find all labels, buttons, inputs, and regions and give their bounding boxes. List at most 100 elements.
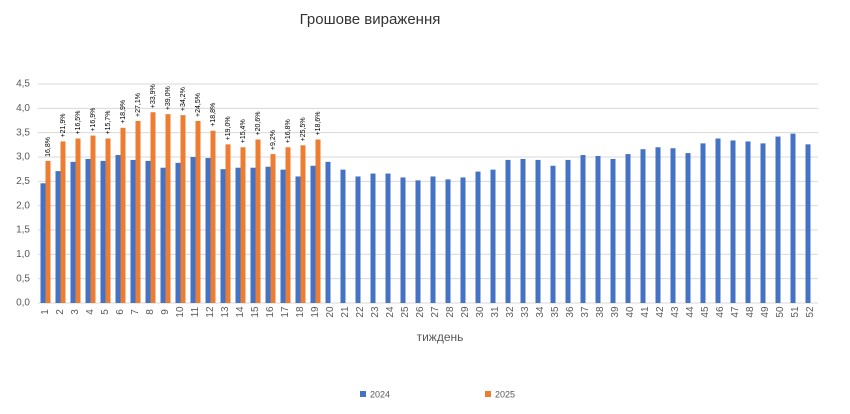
x-tick-label: 24: [385, 306, 396, 318]
bar: [655, 147, 661, 303]
data-annotation: +16,8%: [285, 119, 292, 143]
legend-label: 2024: [370, 389, 390, 399]
y-tick-label: 1,5: [16, 225, 30, 236]
x-tick-label: 1: [40, 309, 51, 315]
data-annotation: 16,8%: [45, 137, 52, 157]
x-tick-label: 42: [655, 306, 666, 318]
x-tick-label: 17: [280, 306, 291, 318]
bar: [160, 167, 166, 303]
y-tick-label: 4,5: [16, 79, 30, 90]
bar: [240, 147, 246, 303]
x-tick-label: 8: [145, 309, 156, 315]
x-tick-label: 5: [100, 309, 111, 315]
bar: [505, 159, 511, 303]
x-tick-label: 34: [535, 306, 546, 318]
bar: [700, 143, 706, 303]
data-annotation: +25,5%: [300, 117, 307, 141]
bar: [135, 120, 141, 303]
data-annotation: +19,0%: [225, 116, 232, 140]
bar: [535, 159, 541, 303]
x-tick-label: 37: [580, 306, 591, 318]
legend-swatch: [485, 391, 491, 397]
bar: [670, 148, 676, 303]
y-tick-label: 2,0: [16, 200, 30, 211]
bar: [595, 156, 601, 303]
bar: [580, 155, 586, 303]
x-tick-label: 35: [550, 306, 561, 318]
bar: [315, 139, 321, 303]
bar: [370, 173, 376, 303]
x-tick-label: 2: [55, 309, 66, 315]
bar: [45, 160, 51, 303]
data-annotation: +16,5%: [75, 111, 82, 135]
bar: [120, 127, 126, 303]
x-tick-label: 16: [265, 306, 276, 318]
x-tick-label: 43: [670, 306, 681, 318]
bar: [625, 154, 631, 303]
x-tick-label: 41: [640, 306, 651, 318]
bar: [730, 140, 736, 303]
legend-label: 2025: [495, 389, 515, 399]
bar: [300, 145, 306, 303]
bar: [205, 157, 211, 303]
x-tick-label: 40: [625, 306, 636, 318]
x-tick-label: 11: [190, 306, 201, 317]
y-tick-label: 2,5: [16, 176, 30, 187]
bar: [775, 136, 781, 303]
bar: [475, 171, 481, 303]
x-tick-label: 45: [700, 306, 711, 318]
data-annotation: +18,6%: [315, 112, 322, 136]
bar: [745, 141, 751, 303]
bar: [145, 160, 151, 303]
data-annotation: +27,1%: [135, 93, 142, 117]
x-tick-label: 33: [520, 306, 531, 318]
data-annotation: +15,7%: [105, 111, 112, 135]
x-tick-label: 50: [775, 306, 786, 318]
x-tick-label: 10: [175, 306, 186, 318]
x-tick-label: 3: [70, 309, 81, 315]
bar: [340, 169, 346, 303]
x-tick-label: 22: [355, 306, 366, 318]
x-tick-label: 18: [295, 306, 306, 318]
bar: [250, 167, 256, 303]
bar: [640, 149, 646, 303]
bar: [220, 169, 226, 303]
x-tick-label: 48: [745, 306, 756, 318]
bar: [490, 169, 496, 303]
bar: [520, 158, 526, 303]
data-annotation: +34,2%: [180, 87, 187, 111]
data-annotation: +21,9%: [60, 113, 67, 137]
bar: [270, 154, 276, 303]
bar: [90, 135, 96, 303]
x-tick-label: 36: [565, 306, 576, 318]
x-tick-label: 32: [505, 306, 516, 318]
bar: [285, 147, 291, 303]
bar: [105, 138, 111, 303]
bar: [85, 158, 91, 303]
x-tick-label: 23: [370, 306, 381, 318]
data-annotation: +20,6%: [255, 112, 262, 136]
bar: [255, 139, 261, 303]
x-tick-label: 31: [490, 306, 501, 318]
bar: [415, 180, 421, 303]
x-tick-label: 49: [760, 306, 771, 318]
data-annotation: +39,0%: [165, 86, 172, 110]
data-annotation: +16,9%: [90, 108, 97, 132]
x-tick-label: 6: [115, 309, 126, 315]
x-tick-label: 15: [250, 306, 261, 318]
bar: [40, 183, 46, 303]
data-annotation: +18,9%: [120, 100, 127, 124]
bar: [130, 159, 136, 303]
bar: [75, 138, 81, 303]
x-tick-label: 12: [205, 306, 216, 318]
x-tick-label: 21: [340, 306, 351, 318]
x-tick-label: 7: [130, 309, 141, 315]
bar: [235, 167, 241, 303]
x-tick-label: 51: [790, 306, 801, 318]
bar: [715, 138, 721, 303]
y-tick-label: 4,0: [16, 103, 30, 114]
data-annotation: +15,4%: [240, 119, 247, 143]
bar: [325, 161, 331, 303]
bar: [225, 144, 231, 303]
